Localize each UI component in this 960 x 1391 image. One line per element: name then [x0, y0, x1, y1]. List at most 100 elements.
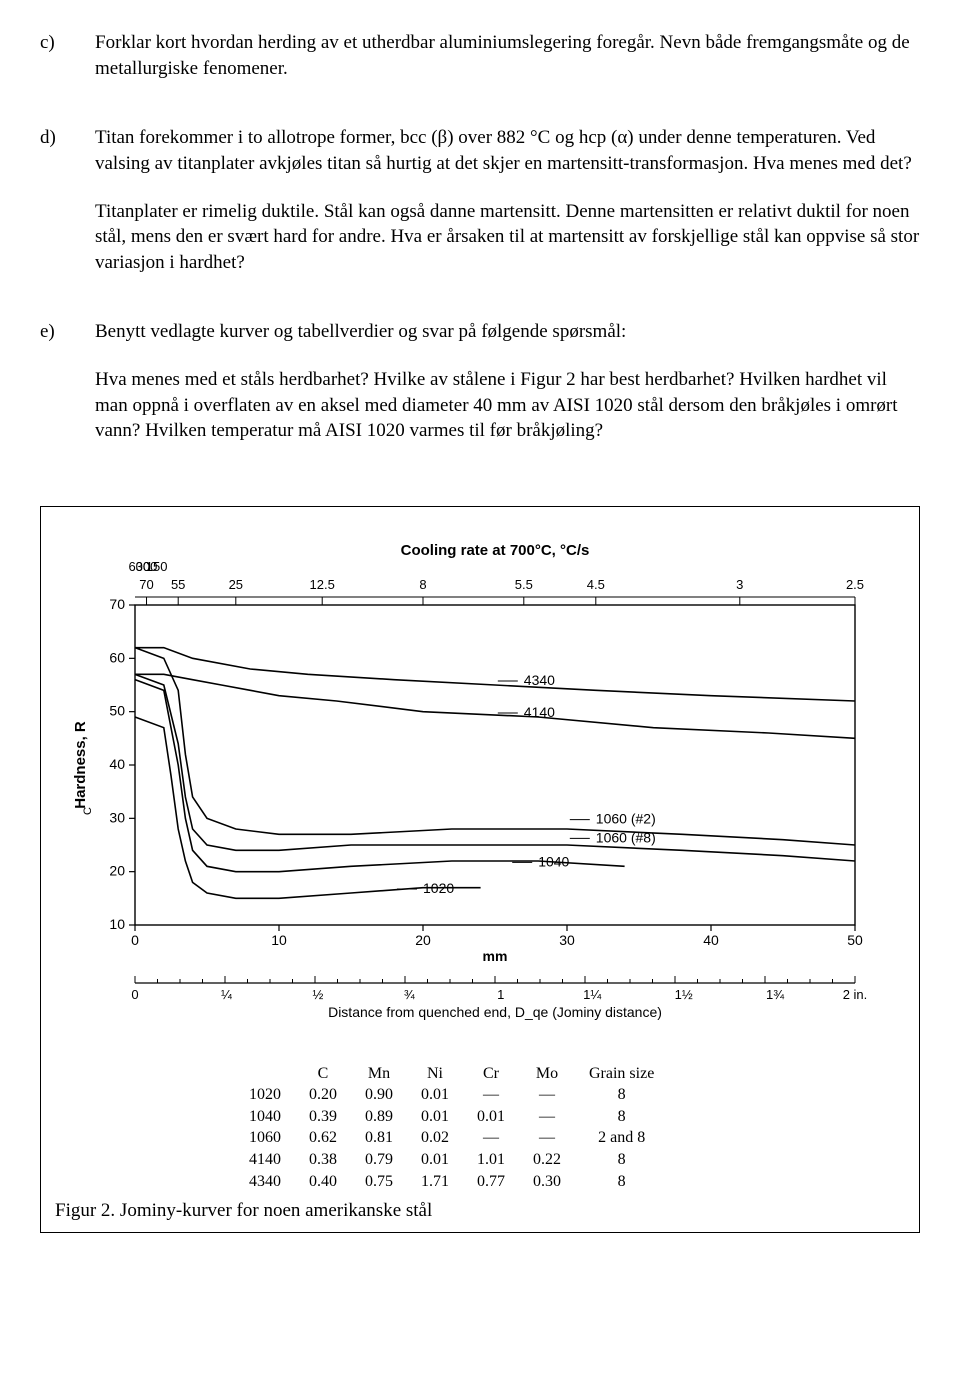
para: Benytt vedlagte kurver og tabellverdier … — [95, 319, 920, 345]
table-cell: 2 and 8 — [575, 1127, 668, 1149]
table-cell: — — [519, 1084, 575, 1106]
item-c: c) Forklar kort hvordan herding av et ut… — [40, 30, 920, 103]
svg-text:Cooling rate at 700°C, °C/s: Cooling rate at 700°C, °C/s — [401, 542, 590, 559]
table-cell: 0.39 — [295, 1106, 351, 1128]
table-header: Grain size — [575, 1063, 668, 1085]
svg-text:10: 10 — [109, 916, 125, 932]
jominy-chart: Cooling rate at 700°C, °C/s6003001507055… — [55, 525, 885, 1045]
svg-text:½: ½ — [312, 987, 323, 1002]
para: Hva menes med et ståls herdbarhet? Hvilk… — [95, 367, 920, 444]
table-cell: 0.01 — [407, 1149, 463, 1171]
table-header — [235, 1063, 295, 1085]
table-cell: 8 — [575, 1084, 668, 1106]
table-header: Cr — [463, 1063, 519, 1085]
figure-box: Cooling rate at 700°C, °C/s6003001507055… — [40, 506, 920, 1233]
table-cell: 0.90 — [351, 1084, 407, 1106]
svg-text:20: 20 — [415, 932, 431, 948]
table-cell: 0.30 — [519, 1171, 575, 1193]
svg-text:4340: 4340 — [524, 672, 555, 688]
table-cell: 0.75 — [351, 1171, 407, 1193]
svg-text:4140: 4140 — [524, 704, 555, 720]
table-cell: 8 — [575, 1106, 668, 1128]
svg-text:50: 50 — [109, 703, 125, 719]
table-cell: 1040 — [235, 1106, 295, 1128]
table-row: 43400.400.751.710.770.308 — [235, 1171, 668, 1193]
svg-text:0: 0 — [131, 932, 139, 948]
table-cell: 8 — [575, 1149, 668, 1171]
table-cell: 1.71 — [407, 1171, 463, 1193]
svg-text:1: 1 — [497, 987, 504, 1002]
svg-text:30: 30 — [109, 809, 125, 825]
svg-text:60: 60 — [109, 649, 125, 665]
table-cell: 0.79 — [351, 1149, 407, 1171]
svg-text:Distance from quenched end, D_: Distance from quenched end, D_qe (Jominy… — [328, 1004, 662, 1020]
svg-text:5.5: 5.5 — [515, 577, 533, 592]
table-cell: 0.40 — [295, 1171, 351, 1193]
table-cell: 0.89 — [351, 1106, 407, 1128]
table-cell: — — [519, 1127, 575, 1149]
table-cell: — — [463, 1084, 519, 1106]
table-cell: 0.01 — [407, 1084, 463, 1106]
svg-text:25: 25 — [229, 577, 243, 592]
svg-text:0: 0 — [131, 987, 138, 1002]
table-cell: 0.62 — [295, 1127, 351, 1149]
item-marker: e) — [40, 319, 95, 466]
svg-text:1020: 1020 — [423, 880, 454, 896]
svg-text:70: 70 — [109, 596, 125, 612]
table-cell: 0.77 — [463, 1171, 519, 1193]
table-header: Mo — [519, 1063, 575, 1085]
item-marker: c) — [40, 30, 95, 103]
svg-text:10: 10 — [271, 932, 287, 948]
svg-text:50: 50 — [847, 932, 863, 948]
table-cell: 8 — [575, 1171, 668, 1193]
svg-text:8: 8 — [419, 577, 426, 592]
table-header: Ni — [407, 1063, 463, 1085]
svg-text:1¼: 1¼ — [583, 987, 601, 1002]
table-cell: 0.22 — [519, 1149, 575, 1171]
composition-table: CMnNiCrMoGrain size10200.200.900.01——810… — [235, 1063, 668, 1193]
table-row: 41400.380.790.011.010.228 — [235, 1149, 668, 1171]
page: c) Forklar kort hvordan herding av et ut… — [0, 0, 960, 1273]
para: Titan forekommer i to allotrope former, … — [95, 125, 920, 176]
svg-text:1040: 1040 — [538, 853, 569, 869]
svg-text:30: 30 — [559, 932, 575, 948]
table-cell: 1020 — [235, 1084, 295, 1106]
table-row: 10600.620.810.02——2 and 8 — [235, 1127, 668, 1149]
svg-text:¾: ¾ — [404, 987, 415, 1002]
table-cell: 4140 — [235, 1149, 295, 1171]
item-d: d) Titan forekommer i to allotrope forme… — [40, 125, 920, 297]
svg-text:40: 40 — [703, 932, 719, 948]
figure-caption: Figur 2. Jominy-kurver for noen amerikan… — [55, 1198, 905, 1224]
table-cell: 0.02 — [407, 1127, 463, 1149]
item-body: Forklar kort hvordan herding av et uther… — [95, 30, 920, 103]
table-cell: 0.01 — [407, 1106, 463, 1128]
table-cell: 0.20 — [295, 1084, 351, 1106]
table-row: 10400.390.890.010.01—8 — [235, 1106, 668, 1128]
svg-text:Hardness, R: Hardness, R — [72, 721, 89, 809]
table-cell: 1.01 — [463, 1149, 519, 1171]
svg-text:150: 150 — [146, 559, 168, 574]
table-header: C — [295, 1063, 351, 1085]
svg-text:1060 (#2): 1060 (#2) — [596, 811, 656, 827]
svg-text:3: 3 — [736, 577, 743, 592]
svg-text:2 in.: 2 in. — [843, 987, 868, 1002]
svg-text:40: 40 — [109, 756, 125, 772]
para: Forklar kort hvordan herding av et uther… — [95, 30, 920, 81]
table-cell: — — [519, 1106, 575, 1128]
table-cell: 0.81 — [351, 1127, 407, 1149]
svg-text:¼: ¼ — [221, 987, 232, 1002]
table-row: 10200.200.900.01——8 — [235, 1084, 668, 1106]
table-cell: 0.38 — [295, 1149, 351, 1171]
item-body: Titan forekommer i to allotrope former, … — [95, 125, 920, 297]
svg-text:12.5: 12.5 — [310, 577, 335, 592]
svg-text:mm: mm — [483, 948, 508, 964]
svg-text:1060 (#8): 1060 (#8) — [596, 829, 656, 845]
para: Titanplater er rimelig duktile. Stål kan… — [95, 199, 920, 276]
svg-text:1½: 1½ — [675, 987, 693, 1002]
item-body: Benytt vedlagte kurver og tabellverdier … — [95, 319, 920, 466]
svg-text:C: C — [82, 807, 94, 815]
table-header: Mn — [351, 1063, 407, 1085]
svg-text:2.5: 2.5 — [846, 577, 864, 592]
svg-text:55: 55 — [171, 577, 185, 592]
table-cell: — — [463, 1127, 519, 1149]
